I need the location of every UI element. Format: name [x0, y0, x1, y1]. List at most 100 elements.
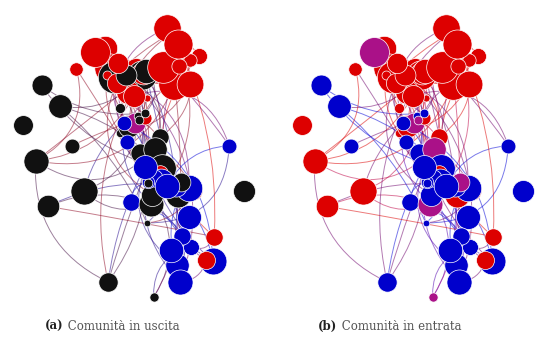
Point: [19, 122, 28, 127]
Point: [402, 89, 411, 95]
Point: [455, 180, 464, 185]
Point: [334, 104, 343, 109]
Point: [123, 89, 132, 95]
Point: [347, 143, 355, 149]
Point: [451, 183, 460, 188]
Point: [406, 199, 415, 204]
Point: [109, 74, 118, 80]
Point: [455, 279, 464, 285]
Point: [185, 82, 194, 87]
Point: [310, 158, 319, 164]
Point: [157, 165, 166, 171]
Point: [174, 64, 183, 69]
Point: [395, 130, 403, 136]
Point: [116, 105, 124, 111]
Point: [104, 65, 113, 70]
Point: [102, 73, 111, 78]
Point: [419, 116, 428, 121]
Text: Comunità in entrata: Comunità in entrata: [338, 320, 461, 333]
Point: [435, 135, 444, 140]
Point: [464, 57, 473, 62]
Point: [171, 46, 180, 51]
Point: [412, 113, 421, 119]
Point: [411, 68, 420, 73]
Point: [133, 113, 142, 119]
Point: [383, 279, 392, 285]
Point: [436, 178, 445, 184]
Point: [173, 262, 182, 268]
Text: (a): (a): [45, 320, 63, 333]
Point: [176, 180, 185, 185]
Point: [131, 120, 140, 126]
Point: [426, 192, 435, 197]
Point: [117, 66, 126, 71]
Point: [393, 61, 402, 66]
Text: (b): (b): [318, 320, 337, 333]
Point: [208, 259, 217, 264]
Point: [104, 279, 113, 285]
Point: [504, 143, 513, 149]
Point: [453, 64, 462, 69]
Point: [72, 66, 81, 72]
Point: [388, 74, 397, 80]
Point: [467, 188, 476, 194]
Point: [142, 220, 151, 226]
Point: [37, 83, 46, 88]
Point: [351, 66, 360, 72]
Point: [140, 116, 149, 121]
Point: [143, 180, 152, 185]
Point: [68, 143, 76, 149]
Point: [420, 164, 429, 170]
Point: [423, 181, 432, 186]
Point: [430, 146, 439, 152]
Point: [421, 220, 430, 226]
Point: [452, 262, 461, 268]
Point: [147, 202, 156, 207]
Point: [383, 65, 392, 70]
Point: [453, 41, 461, 46]
Point: [438, 64, 447, 70]
Point: [395, 105, 403, 111]
Point: [225, 143, 234, 149]
Point: [185, 214, 194, 220]
Point: [172, 183, 181, 188]
Point: [127, 199, 136, 204]
Point: [174, 193, 182, 198]
Point: [129, 93, 138, 99]
Point: [464, 82, 473, 87]
Point: [429, 175, 437, 181]
Point: [162, 25, 171, 31]
Point: [122, 72, 131, 77]
Point: [114, 61, 123, 66]
Point: [43, 204, 52, 209]
Point: [401, 72, 410, 77]
Point: [138, 73, 147, 78]
Point: [122, 139, 131, 145]
Point: [401, 139, 410, 145]
Point: [381, 73, 390, 78]
Point: [465, 244, 474, 249]
Point: [422, 180, 431, 185]
Point: [176, 279, 185, 285]
Point: [170, 81, 179, 87]
Point: [322, 204, 331, 209]
Point: [396, 66, 405, 71]
Point: [399, 120, 408, 126]
Point: [143, 95, 152, 101]
Point: [454, 193, 463, 198]
Point: [422, 95, 431, 101]
Point: [408, 93, 417, 99]
Point: [100, 45, 109, 51]
Point: [150, 175, 158, 181]
Point: [159, 64, 168, 70]
Point: [184, 186, 193, 191]
Point: [420, 110, 429, 116]
Point: [134, 117, 143, 122]
Point: [298, 122, 307, 127]
Point: [435, 170, 444, 176]
Point: [370, 50, 379, 55]
Point: [185, 57, 194, 62]
Point: [79, 188, 88, 194]
Point: [358, 188, 367, 194]
Point: [473, 53, 482, 59]
